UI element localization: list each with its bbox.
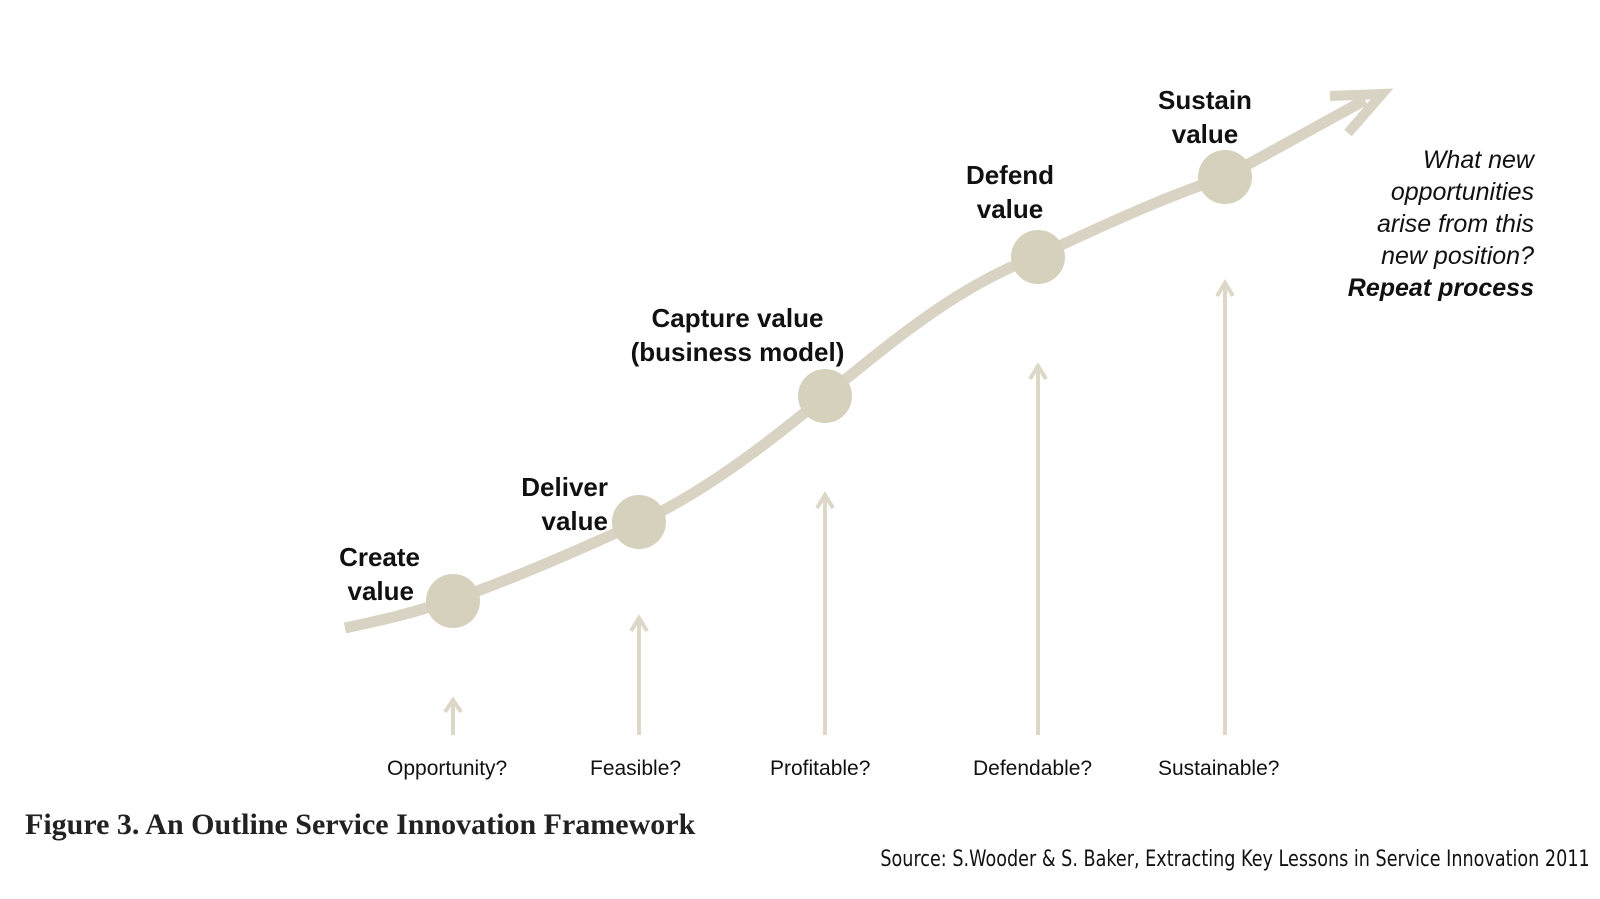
question-label-sustainable: Sustainable? [1158,757,1280,780]
stage-node-create [426,574,480,628]
question-label-opportunity: Opportunity? [387,757,508,780]
figure-caption: Figure 3. An Outline Service Innovation … [25,808,696,841]
question-arrows [443,279,1235,735]
source-citation: Source: S.Wooder & S. Baker, Extracting … [880,847,1590,872]
arrow-opportunity [443,696,463,735]
next-step-note: What new opportunities arise from this n… [1347,146,1534,302]
stage-label-capture: Capture value (business model) [630,303,845,367]
arrow-sustainable [1215,279,1235,735]
stage-node-deliver [612,495,666,549]
stage-node-capture [798,369,852,423]
stage-label-deliver: Deliver value [521,472,608,536]
arrow-profitable [815,491,835,735]
stage-label-sustain: Sustain value [1158,85,1252,149]
arrow-feasible [629,614,649,735]
stage-node-defend [1011,230,1065,284]
stage-label-defend: Defend value [965,160,1055,224]
stage-node-sustain [1198,150,1252,204]
question-label-profitable: Profitable? [770,757,871,780]
question-label-feasible: Feasible? [590,757,682,780]
stage-label-create: Create value [339,542,420,606]
arrow-defendable [1028,362,1048,735]
curve-arrowhead [1329,88,1394,137]
question-label-defendable: Defendable? [973,757,1093,780]
